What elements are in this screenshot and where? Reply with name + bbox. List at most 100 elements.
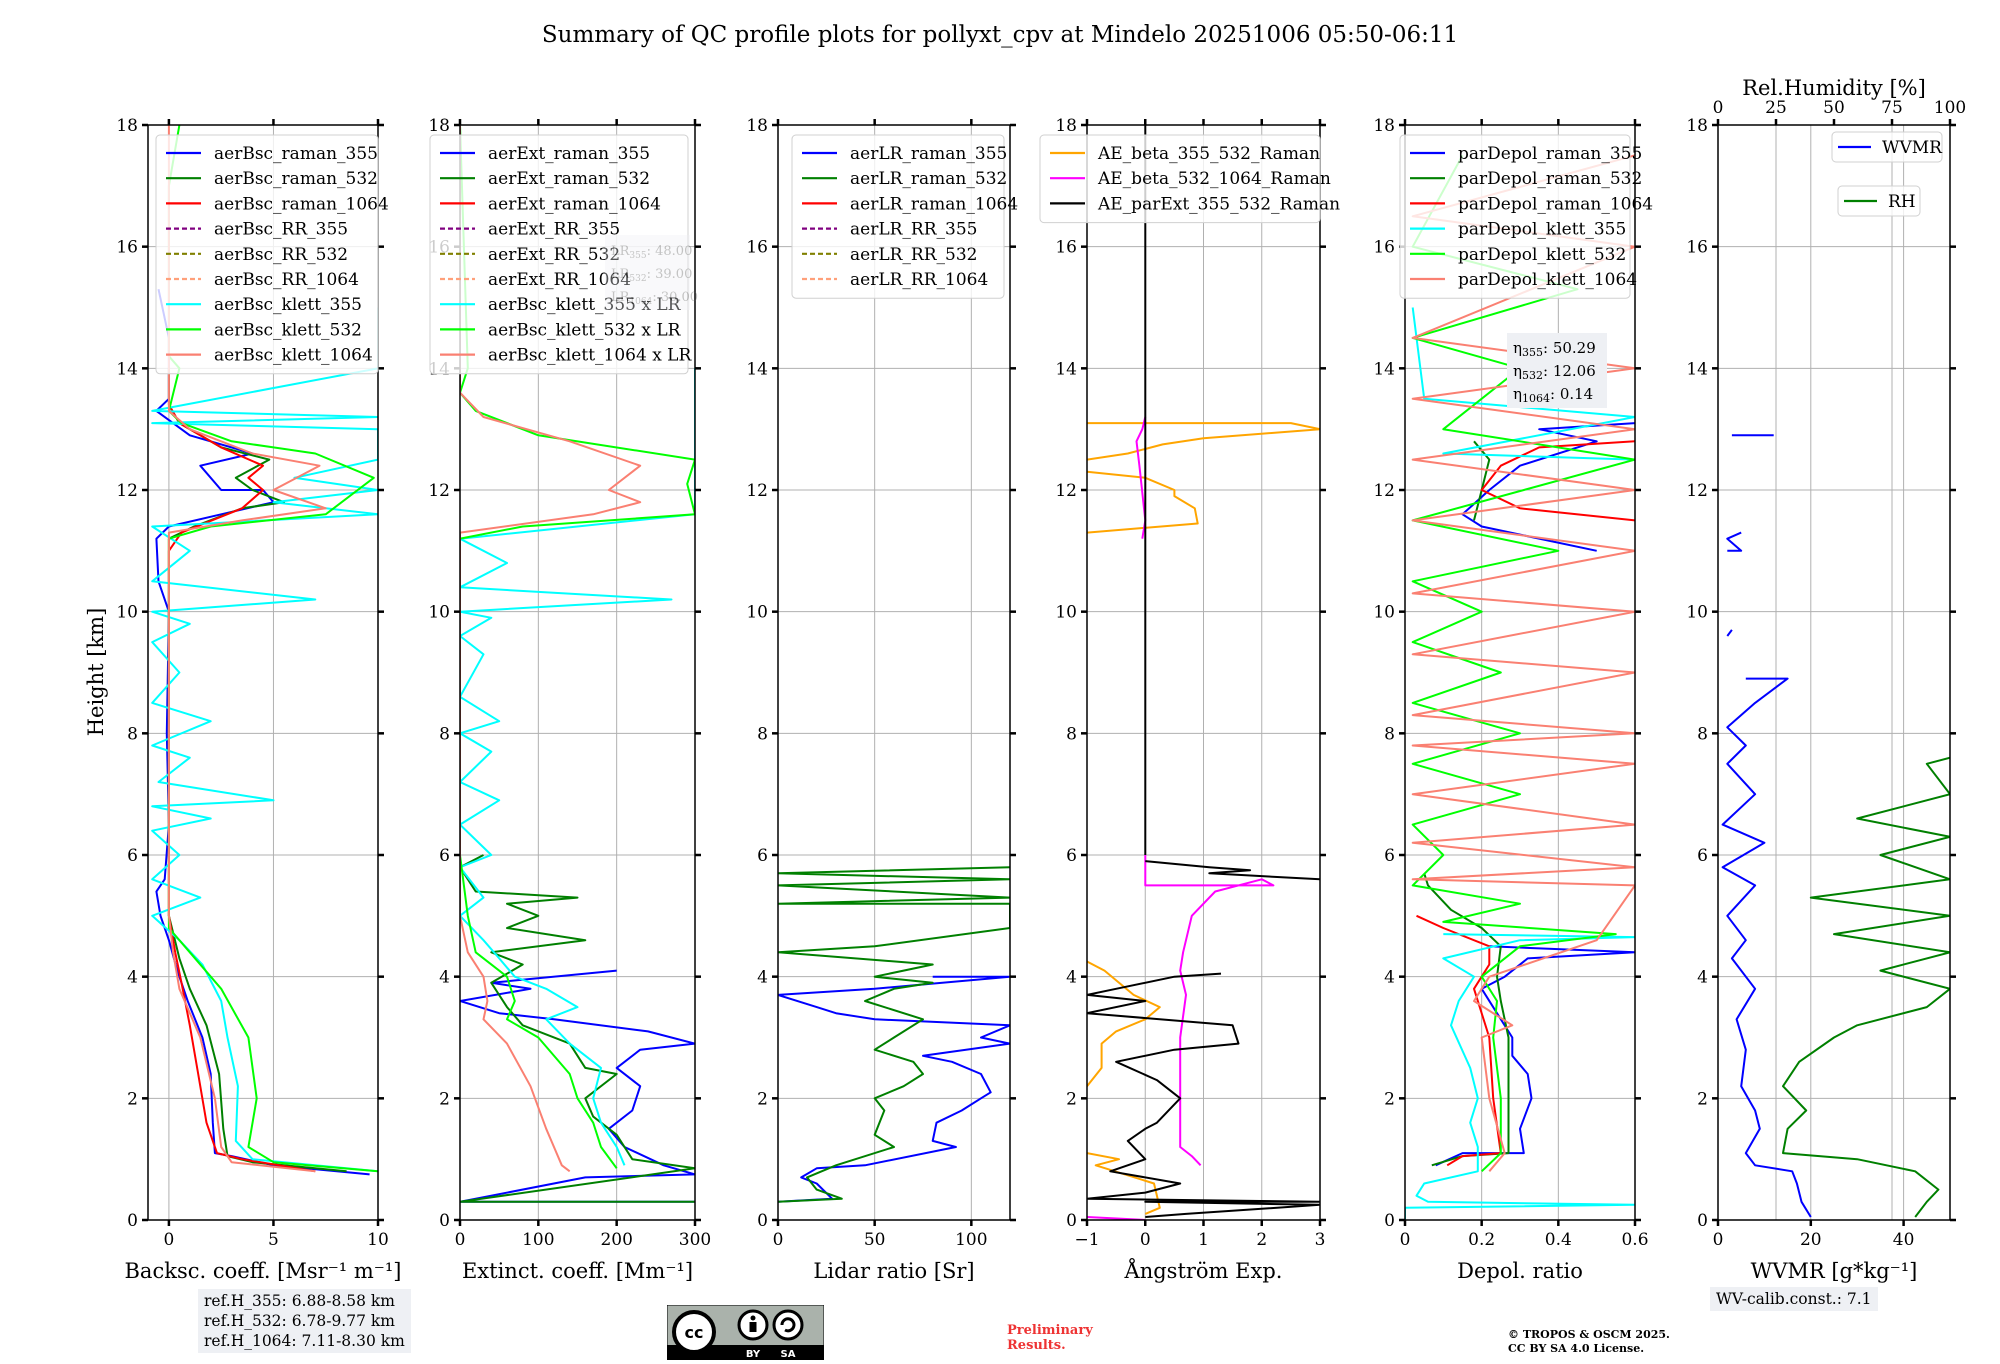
legend-RH: RH bbox=[1837, 185, 1921, 217]
y-tick-label: 0 bbox=[439, 1211, 450, 1231]
y-tick-label: 18 bbox=[428, 116, 450, 136]
y-tick-label: 16 bbox=[1373, 238, 1395, 258]
y-tick-label: 12 bbox=[428, 481, 450, 501]
y-tick-label: 6 bbox=[757, 846, 768, 866]
y-tick-label: 2 bbox=[1066, 1089, 1077, 1109]
legend-WVMR: WVMR bbox=[1831, 131, 1943, 163]
x-tick-label: 40 bbox=[1893, 1230, 1915, 1250]
y-tick-label: 4 bbox=[1697, 968, 1708, 988]
x-axis-label: Lidar ratio [Sr] bbox=[813, 1259, 974, 1283]
cc-icon bbox=[672, 1310, 716, 1354]
x-tick-label: 200 bbox=[600, 1230, 632, 1250]
axes-frame bbox=[1404, 124, 1636, 1221]
y-tick-label: 2 bbox=[1384, 1089, 1395, 1109]
y-tick-label: 2 bbox=[127, 1089, 138, 1109]
legend-box bbox=[791, 134, 1005, 299]
legend-entry: AE_parExt_355_532_Raman bbox=[1097, 194, 1340, 214]
annotation-line: LR532: 39.00 bbox=[611, 267, 692, 284]
y-tick-label: 14 bbox=[1373, 359, 1395, 379]
series-group bbox=[460, 125, 695, 1203]
y-tick-label: 8 bbox=[127, 724, 138, 744]
y-tick-label: 2 bbox=[439, 1089, 450, 1109]
y-tick-label: 12 bbox=[116, 481, 138, 501]
y-tick-label: 8 bbox=[1697, 724, 1708, 744]
legend: aerLR_raman_355 aerLR_raman_532 aerLR_rama… bbox=[791, 134, 1018, 299]
y-tick-label: 14 bbox=[1686, 359, 1708, 379]
legend-entry: aerBsc_klett_532 x LR bbox=[488, 320, 682, 340]
y-tick-label: 14 bbox=[116, 359, 138, 379]
x-axis-label: WVMR [g*kg⁻¹] bbox=[1751, 1259, 1918, 1283]
legend-entry: AE_beta_532_1064_Raman bbox=[1097, 169, 1331, 189]
y-tick-label: 6 bbox=[127, 846, 138, 866]
series-line-aerLR_raman_532 bbox=[778, 866, 1010, 1203]
y-tick-label: 12 bbox=[1055, 481, 1077, 501]
legend-entry: aerBsc_RR_1064 bbox=[214, 270, 359, 290]
y-tick-label: 14 bbox=[1055, 359, 1077, 379]
axes-frame bbox=[777, 124, 1011, 1221]
legend-entry: parDepol_raman_355 bbox=[1458, 144, 1642, 164]
reference-height-box: ref.H_355: 6.88-8.58 km ref.H_532: 6.78-… bbox=[198, 1289, 411, 1353]
y-tick-label: 10 bbox=[1055, 603, 1077, 623]
y-tick-label: 12 bbox=[746, 481, 768, 501]
legend: aerBsc_raman_355 aerBsc_raman_532 aerBsc_r… bbox=[155, 134, 389, 375]
legend-box bbox=[155, 134, 379, 375]
ref-height-1064: ref.H_1064: 7.11-8.30 km bbox=[204, 1332, 405, 1350]
y-tick-label: 10 bbox=[116, 603, 138, 623]
annotation-box bbox=[1507, 333, 1607, 408]
x-top-tick-label: 25 bbox=[1765, 98, 1787, 118]
wv-calibration-box: WV-calib.const.: 7.1 bbox=[1710, 1287, 1878, 1311]
x-tick-label: 100 bbox=[955, 1230, 987, 1250]
x-tick-label: 0 bbox=[1400, 1230, 1411, 1250]
legend-entry: aerLR_RR_355 bbox=[850, 220, 977, 240]
y-tick-label: 12 bbox=[1686, 481, 1708, 501]
y-tick-label: 8 bbox=[1384, 724, 1395, 744]
legend-entry: aerLR_RR_532 bbox=[850, 245, 977, 265]
x-tick-label: 0 bbox=[1713, 1230, 1724, 1250]
x-tick-label: 0 bbox=[455, 1230, 466, 1250]
legend-entry: aerBsc_klett_1064 x LR bbox=[488, 346, 692, 366]
y-tick-label: 8 bbox=[439, 724, 450, 744]
x-top-tick-label: 75 bbox=[1881, 98, 1903, 118]
series-group bbox=[1405, 154, 1635, 1220]
svg-text:BY: BY bbox=[746, 1349, 761, 1360]
eta-annotation: η355: 50.29 η532: 12.06 η1064: 0.14 bbox=[1507, 333, 1607, 408]
legend-entry: AE_beta_355_532_Raman bbox=[1097, 144, 1320, 164]
y-tick-label: 18 bbox=[1055, 116, 1077, 136]
legend-entry: aerBsc_RR_532 bbox=[214, 245, 348, 265]
ref-height-355: ref.H_355: 6.88-8.58 km bbox=[204, 1292, 395, 1310]
series-group bbox=[1721, 434, 1950, 1218]
legend-box bbox=[1039, 134, 1321, 224]
x-tick-label: 1 bbox=[1198, 1230, 1209, 1250]
legend-entry: aerExt_RR_1064 bbox=[488, 270, 631, 290]
y-tick-label: 6 bbox=[1384, 846, 1395, 866]
x-tick-label: 0 bbox=[163, 1230, 174, 1250]
series-line-aerBsc_klett_1064 bbox=[167, 125, 327, 1173]
preliminary-results-note: Preliminary Results. bbox=[1007, 1323, 1093, 1353]
legend-entry: aerBsc_raman_532 bbox=[214, 169, 378, 189]
x-tick-label: −1 bbox=[1074, 1230, 1099, 1250]
axes-frame bbox=[459, 124, 696, 1221]
legend-entry: aerExt_raman_1064 bbox=[488, 194, 661, 214]
x-top-tick-label: 100 bbox=[1934, 98, 1966, 118]
x-tick-label: 100 bbox=[522, 1230, 554, 1250]
legend-entry: aerExt_RR_355 bbox=[488, 220, 620, 240]
legend-entry: aerLR_raman_1064 bbox=[850, 194, 1018, 214]
svg-text:cc: cc bbox=[685, 1323, 704, 1342]
y-tick-label: 8 bbox=[757, 724, 768, 744]
series-line-aerBsc_raman_532 bbox=[167, 368, 347, 1173]
y-tick-label: 4 bbox=[1066, 968, 1077, 988]
x-axis-label: Backsc. coeff. [Msr⁻¹ m⁻¹] bbox=[125, 1259, 402, 1283]
series-group bbox=[778, 866, 1010, 1203]
legend-entry: aerBsc_klett_532 bbox=[214, 320, 362, 340]
series-line-aerLR_raman_355 bbox=[778, 975, 1010, 1203]
y-tick-label: 12 bbox=[1373, 481, 1395, 501]
cc-by-sa-badge: cc BY SA bbox=[666, 1304, 825, 1361]
y-tick-label: 16 bbox=[1686, 238, 1708, 258]
x-tick-label: 10 bbox=[367, 1230, 389, 1250]
series-line-aerExt_raman_532 bbox=[460, 854, 695, 1203]
legend-entry: aerLR_raman_532 bbox=[850, 169, 1007, 189]
panel-extinction: 0246810121416180100200300Extinct. coeff.… bbox=[428, 116, 711, 1283]
y-tick-label: 10 bbox=[1373, 603, 1395, 623]
